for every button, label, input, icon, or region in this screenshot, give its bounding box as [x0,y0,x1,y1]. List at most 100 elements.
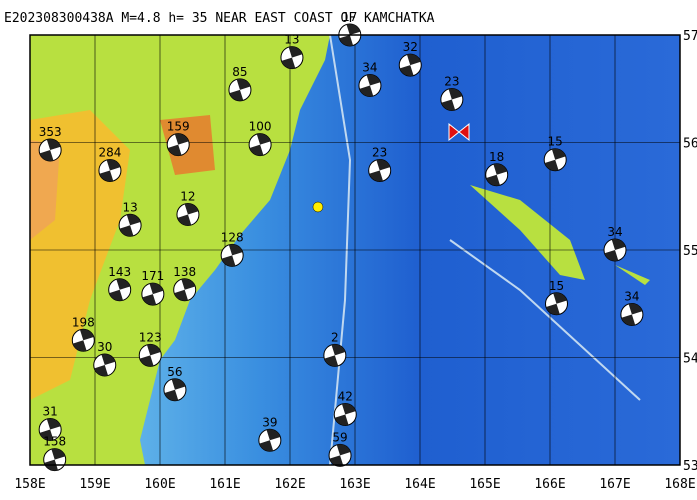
lat-label: 54N [683,352,697,367]
event: 32 [398,40,422,77]
lon-label: 163E [339,477,370,492]
event: 42 [333,389,357,426]
depth-label: 13 [284,33,299,47]
beachball-quadrant [109,278,131,301]
highland [30,140,60,240]
event: 23 [368,145,392,182]
beachball-quadrant [369,159,391,182]
depth-label: 15 [548,135,563,149]
event: 138 [173,265,197,302]
depth-label: 171 [141,269,164,283]
event: 15 [545,279,568,316]
depth-label: 128 [221,230,244,244]
depth-label: 13 [122,200,137,214]
beachball-quadrant [546,292,567,315]
beachball-quadrant [329,444,351,467]
lon-label: 165E [469,477,500,492]
beachball-quadrant [142,283,164,306]
event: 31 [38,405,62,442]
depth-label: 138 [173,265,196,279]
beachball-quadrant [39,139,61,161]
depth-label: 284 [98,145,121,159]
depth-label: 123 [139,330,162,344]
beachball-quadrant [621,303,643,326]
lon-label: 159E [79,477,110,492]
lat-label: 55N [683,244,697,259]
event: 56 [163,365,187,402]
event: 39 [258,415,282,452]
event: 13 [118,200,142,237]
event: 171 [141,269,165,306]
depth-label: 158 [43,435,66,449]
event: 128 [220,230,244,267]
lat-label: 56N [683,137,697,152]
depth-label: 30 [97,340,112,354]
event: 12 [176,190,200,227]
event: 284 [98,145,122,182]
depth-label: 85 [232,65,247,79]
beachball-quadrant [486,163,508,186]
depth-label: 100 [249,120,272,134]
beachball-quadrant [164,378,186,401]
depth-label: 353 [39,125,62,139]
map-frame [29,34,681,466]
boundary-line [329,34,352,466]
depth-label: 23 [444,75,459,89]
beachball-quadrant [167,133,189,156]
event: 85 [228,65,252,102]
depth-label: 2 [331,330,339,344]
depth-label: 198 [72,315,95,329]
beachball-quadrant [324,344,346,367]
beachball-quadrant [99,159,121,182]
island [470,185,585,280]
beachball-quadrant [229,78,251,101]
event: 100 [248,120,272,157]
lat-label: 57N [683,29,697,44]
marker [448,122,470,142]
event: 2 [323,330,347,367]
beachball-quadrant [177,203,199,226]
lon-label: 158E [14,477,45,492]
depth-label: 34 [607,225,622,239]
beachball-quadrant [259,429,281,452]
beachball-quadrant [281,46,303,69]
title: E202308300438A M=4.8 h= 35 NEAR EAST COA… [4,11,435,26]
event: 34 [620,290,644,326]
event: 13 [280,33,304,70]
depth-label: 12 [180,190,195,204]
lon-label: 164E [404,477,435,492]
beachball-quadrant [334,403,356,426]
beachball-quadrant [249,133,271,156]
event: 23 [440,75,464,111]
epicenter [312,201,324,213]
event: 198 [71,315,95,352]
lon-label: 166E [534,477,565,492]
beachball-quadrant [72,329,94,352]
depth-label: 15 [549,279,564,293]
lon-label: 167E [599,477,630,492]
depth-label: 31 [43,405,58,419]
event: 353 [38,125,62,162]
lat-label: 53N [683,459,697,474]
event: 123 [138,330,162,367]
depth-label: 42 [338,389,353,403]
beachball-quadrant [221,244,243,267]
depth-label: 34 [624,290,639,304]
event: 15 [543,135,567,172]
event: 159 [166,120,190,157]
beachball-quadrant [544,148,566,171]
beachball-quadrant [399,54,421,77]
event: 34 [603,225,627,262]
beachball-quadrant [94,354,116,376]
beachball-quadrant [359,74,381,97]
beachball-quadrant [119,214,141,237]
depth-label: 39 [262,415,277,429]
depth-label: 34 [362,61,377,75]
lon-label: 168E [664,477,695,492]
beachball-quadrant [139,344,161,367]
beachball-quadrant [604,239,626,261]
beachball-quadrant [441,88,463,111]
event: 143 [108,265,132,302]
depth-label: 56 [167,365,182,379]
event: 34 [358,61,382,98]
